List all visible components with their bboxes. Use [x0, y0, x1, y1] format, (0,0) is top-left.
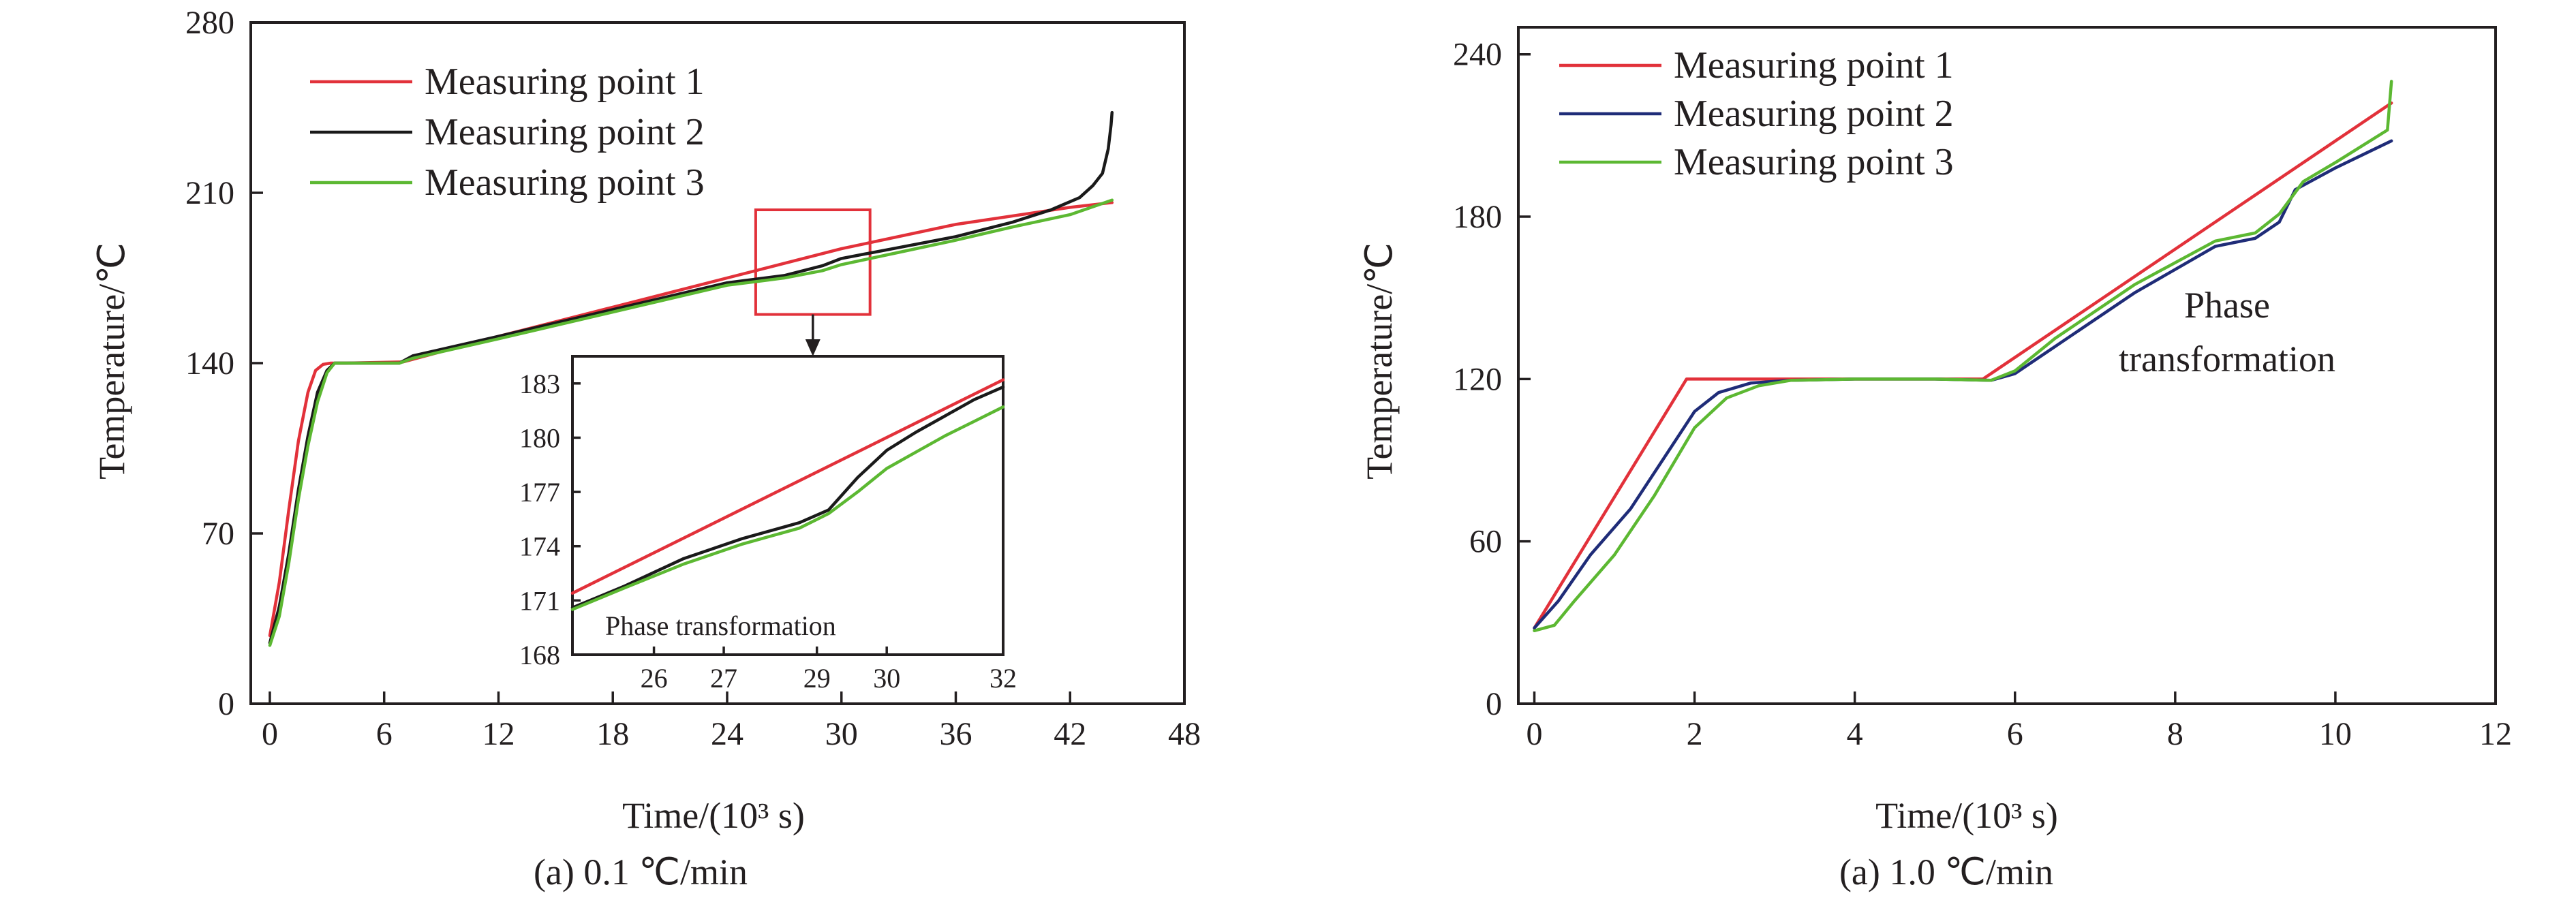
x-tick-label: 29	[803, 663, 831, 694]
legend-label: Measuring point 1	[1674, 44, 1954, 87]
legend-b: Measuring point 1 Measuring point 2 Measur…	[1559, 44, 1954, 183]
y-tick-label: 120	[1453, 361, 1502, 397]
y-tick-label: 177	[519, 477, 560, 508]
y-axis-label-b: Temperature/℃	[1359, 243, 1400, 480]
series-line	[1533, 139, 2393, 630]
annotation-phase-b: Phase	[2184, 285, 2270, 326]
x-axis-label-a: Time/(10³ s)	[622, 795, 805, 836]
series-line	[570, 378, 1005, 595]
x-tick-label: 6	[376, 716, 393, 752]
x-tick-label: 24	[711, 716, 743, 752]
series-line	[1533, 80, 2393, 633]
x-tick-label: 48	[1168, 716, 1201, 752]
inset-axis-ticks: 26 27 29 30 32 168 171 174 177 180 183	[519, 369, 1017, 694]
x-tick-label: 12	[482, 716, 515, 752]
y-tick-label: 70	[202, 516, 234, 552]
x-tick-label: 10	[2319, 716, 2352, 752]
series-group-a	[268, 110, 1114, 647]
x-axis-label-b: Time/(10³ s)	[1875, 795, 2058, 836]
x-tick-label: 42	[1054, 716, 1086, 752]
caption-a: (a) 0.1 ℃/min	[534, 852, 748, 892]
series-line	[570, 385, 1005, 610]
x-tick-label: 26	[641, 663, 668, 694]
x-tick-label: 36	[939, 716, 972, 752]
y-tick-label: 140	[185, 345, 234, 382]
y-axis-label-a: Temperature/℃	[91, 243, 132, 480]
inset-chart-a: 26 27 29 30 32 168 171 174 177 180 183 Phase trans…	[519, 355, 1017, 694]
zoom-arrow-head	[805, 339, 821, 356]
axis-ticks-a: 0 6 12 18 24 30 36 42 48 0 70 140 210 280	[185, 5, 1201, 752]
y-tick-label: 0	[218, 686, 234, 722]
x-tick-label: 2	[1687, 716, 1703, 752]
y-tick-label: 240	[1453, 37, 1502, 73]
y-tick-label: 0	[1486, 686, 1502, 722]
y-tick-label: 183	[519, 369, 560, 399]
highlight-box	[754, 208, 872, 316]
x-tick-label: 0	[1527, 716, 1543, 752]
legend-label: Measuring point 3	[1674, 141, 1954, 183]
plot-area-b	[1517, 26, 2497, 705]
x-tick-label: 8	[2167, 716, 2183, 752]
x-tick-label: 30	[825, 716, 858, 752]
y-tick-label: 171	[519, 585, 560, 616]
inset-plot-area	[571, 355, 1005, 656]
y-tick-label: 280	[185, 5, 234, 41]
x-tick-label: 32	[990, 663, 1017, 694]
x-tick-label: 6	[2007, 716, 2023, 752]
x-tick-label: 30	[873, 663, 900, 694]
inset-series-group	[570, 378, 1005, 611]
y-tick-label: 180	[519, 422, 560, 453]
x-tick-label: 27	[710, 663, 737, 694]
legend-label: Measuring point 1	[425, 61, 705, 103]
x-tick-label: 18	[596, 716, 629, 752]
y-tick-label: 174	[519, 531, 560, 562]
legend-label: Measuring point 3	[425, 161, 705, 204]
caption-b: (a) 1.0 ℃/min	[1839, 852, 2053, 892]
x-tick-label: 12	[2479, 716, 2512, 752]
y-tick-label: 168	[519, 640, 560, 670]
y-tick-label: 180	[1453, 199, 1502, 235]
series-line	[268, 198, 1114, 647]
chart-panel-a: 0 6 12 18 24 30 36 42 48 0 70 140 210 280 Measuring p…	[91, 5, 1201, 892]
series-line	[570, 405, 1005, 611]
series-line	[268, 110, 1114, 644]
inset-annotation: Phase transformation	[605, 610, 836, 641]
x-tick-label: 0	[262, 716, 278, 752]
legend-label: Measuring point 2	[1674, 93, 1954, 135]
x-tick-label: 4	[1847, 716, 1863, 752]
legend-label: Measuring point 2	[425, 111, 705, 153]
annotation-transformation-b: transformation	[2119, 339, 2335, 379]
y-tick-label: 60	[1469, 524, 1502, 560]
legend-a: Measuring point 1 Measuring point 2 Measur…	[310, 61, 705, 204]
series-group-b	[1533, 80, 2393, 633]
highlight-box-group-a	[754, 208, 872, 356]
y-tick-label: 210	[185, 175, 234, 211]
